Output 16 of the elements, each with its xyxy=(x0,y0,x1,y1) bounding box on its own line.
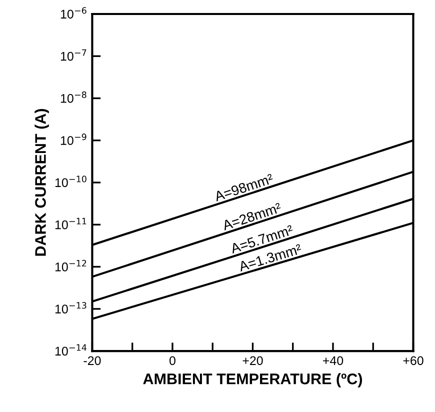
y-tick-label: 10$^{−7}$ xyxy=(60,49,86,61)
x-tick-label: -20 xyxy=(84,356,101,366)
x-tick-label: +20 xyxy=(242,356,263,366)
y-axis-title: DARK CURRENT (A) xyxy=(34,109,49,256)
x-tick-label: 0 xyxy=(169,356,176,366)
y-tick-label: 10$^{−10}$ xyxy=(55,176,86,188)
x-tick-label: +40 xyxy=(323,356,344,366)
y-tick-label: 10$^{−6}$ xyxy=(60,7,86,19)
y-tick-label: 10$^{−14}$ xyxy=(55,344,86,356)
x-axis-title: AMBIENT TEMPERATURE (ºC) xyxy=(143,373,362,388)
y-tick-label: 10$^{−9}$ xyxy=(60,134,86,145)
y-tick-label: 10$^{−12}$ xyxy=(55,260,86,272)
x-tick-label: +60 xyxy=(403,356,424,366)
y-tick-label: 10$^{−13}$ xyxy=(55,302,86,314)
y-tick-label: 10$^{−11}$ xyxy=(55,218,86,230)
y-tick-label: 10$^{−8}$ xyxy=(60,91,86,103)
